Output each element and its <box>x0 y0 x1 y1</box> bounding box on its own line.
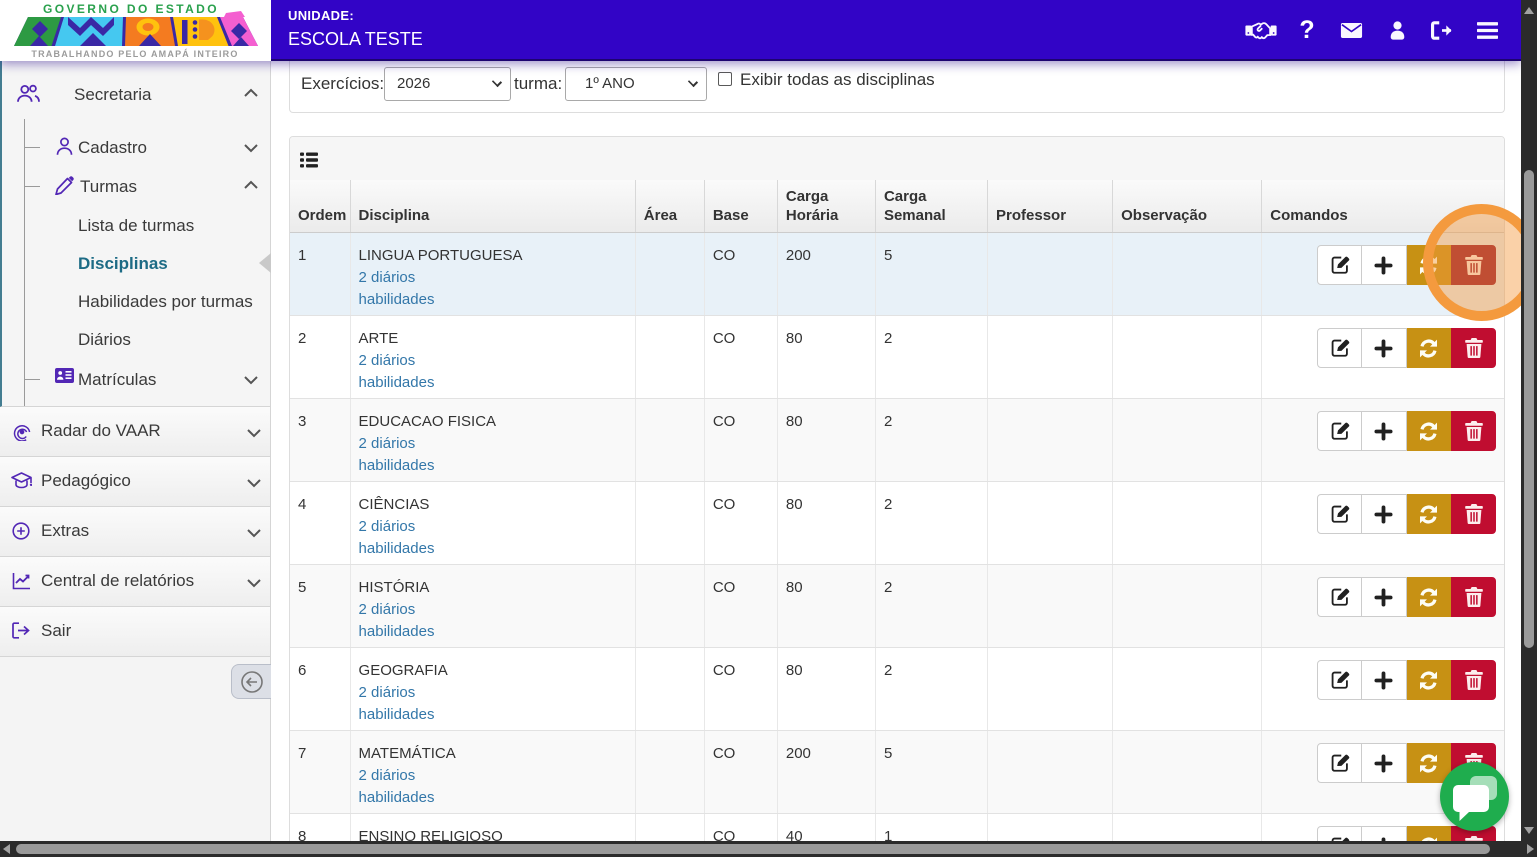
svg-text:GOVERNO DO ESTADO: GOVERNO DO ESTADO <box>43 2 219 16</box>
svg-text:TRABALHANDO PELO AMAPÁ INTEIRO: TRABALHANDO PELO AMAPÁ INTEIRO <box>31 49 238 59</box>
